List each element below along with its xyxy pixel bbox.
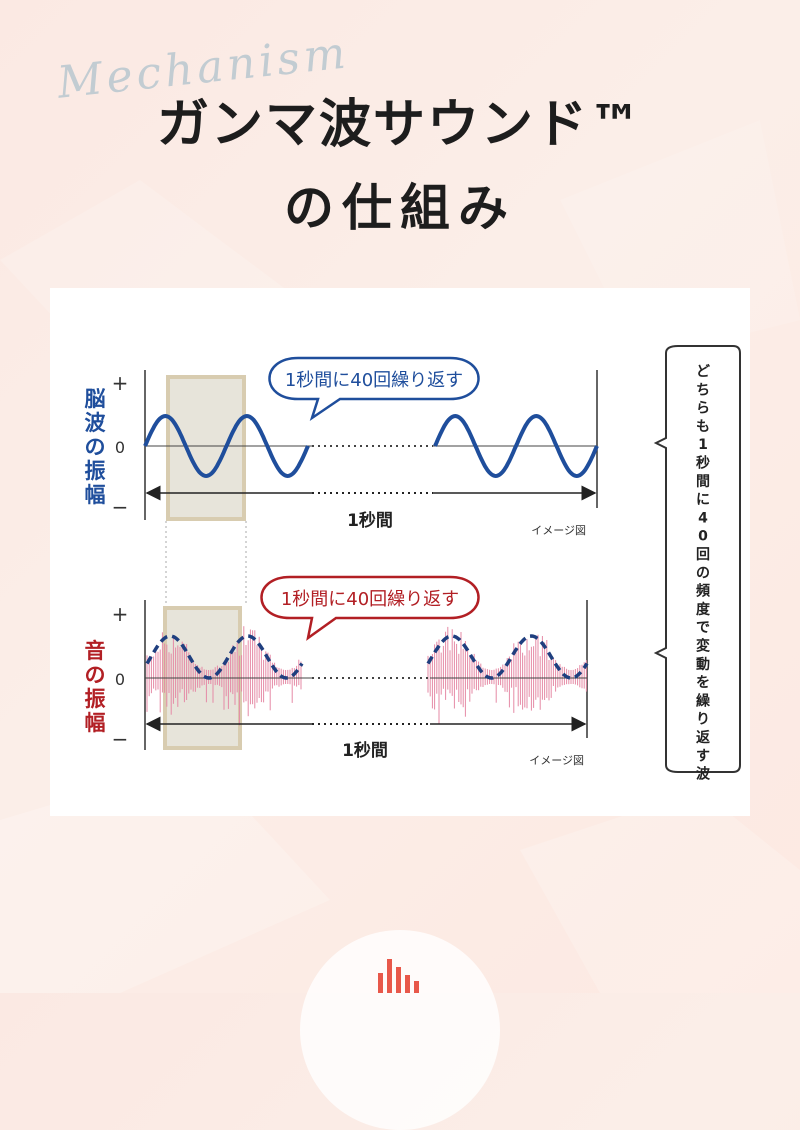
brain-wave-tick-plus: + — [112, 371, 129, 395]
brain-wave-ylabel-char: 波 — [85, 411, 107, 435]
brain-wave-ylabel-char: 脳 — [85, 387, 106, 411]
brain-wave-tick-minus: − — [112, 495, 129, 519]
sound-wave-tick-minus: − — [112, 727, 129, 751]
sound-wave-tick-plus: + — [112, 602, 129, 626]
side-note-char: ち — [696, 382, 710, 398]
side-note-char: 繰 — [696, 692, 711, 709]
side-note-char: 変 — [696, 638, 710, 655]
side-note-char: ど — [696, 364, 710, 380]
diagram-panel: 脳波の振幅 + 0 − 1秒間 イメージ図 1秒間に40回繰り返す — [50, 288, 750, 816]
side-note-char: 1 — [698, 437, 708, 453]
brain-wave-ylabel-char: の — [85, 435, 106, 459]
sound-bars-icon — [378, 959, 419, 993]
side-note-char: 度 — [696, 601, 711, 618]
sound-wave-callout-text: 1秒間に40回繰り返す — [281, 589, 459, 610]
sound-wave-ylabel-char: 幅 — [85, 711, 106, 735]
side-note-char: で — [696, 620, 710, 636]
brain-wave-ylabel-char: 幅 — [85, 483, 106, 507]
brain-wave-highlight-box — [166, 375, 246, 521]
brain-wave-image-note: イメージ図 — [531, 524, 586, 537]
side-note-char: 回 — [696, 547, 710, 563]
sound-wave-callout: 1秒間に40回繰り返す — [260, 575, 480, 641]
brain-wave-curve-right — [433, 413, 599, 479]
side-note-char: も — [696, 419, 710, 435]
brain-wave-callout: 1秒間に40回繰り返す — [268, 356, 480, 422]
sound-wave-ylabel-char: 音 — [85, 639, 106, 663]
side-note-char: 4 — [698, 510, 708, 526]
side-note-char: を — [696, 675, 710, 691]
sound-wave-ylabel-char: 振 — [85, 687, 106, 711]
sound-wave-tick-zero: 0 — [115, 670, 125, 689]
side-note-char: ら — [696, 401, 710, 417]
page-title-line1: ガンマ波サウンド™ — [156, 95, 643, 155]
sound-envelope-right — [426, 634, 589, 680]
brain-wave-curve-left — [143, 413, 310, 479]
side-note-char: の — [696, 565, 710, 581]
brain-wave-tick-zero: 0 — [115, 438, 125, 457]
sound-wave-duration-label: 1秒間 — [342, 740, 388, 761]
side-note-char: 動 — [696, 656, 710, 673]
side-note-char: 間 — [696, 474, 710, 490]
brain-wave-ylabel-char: 振 — [85, 459, 106, 483]
page-title-line2: の仕組み — [284, 179, 516, 237]
side-note-char: 秒 — [696, 455, 710, 472]
side-note-char: り — [696, 712, 710, 728]
side-note-char: 0 — [698, 529, 708, 545]
brain-wave-duration-label: 1秒間 — [347, 510, 393, 531]
sound-envelope-left — [145, 634, 304, 680]
side-note-char: 返 — [696, 729, 710, 746]
side-note-char: に — [696, 492, 710, 508]
sound-wave-image-note: イメージ図 — [529, 754, 584, 767]
brain-wave-callout-text: 1秒間に40回繰り返す — [285, 370, 463, 391]
side-note-char: す — [696, 748, 710, 764]
side-note-char: 頻 — [696, 583, 710, 600]
sound-wave-ylabel-char: の — [85, 663, 106, 687]
side-note-char: 波 — [696, 766, 711, 783]
